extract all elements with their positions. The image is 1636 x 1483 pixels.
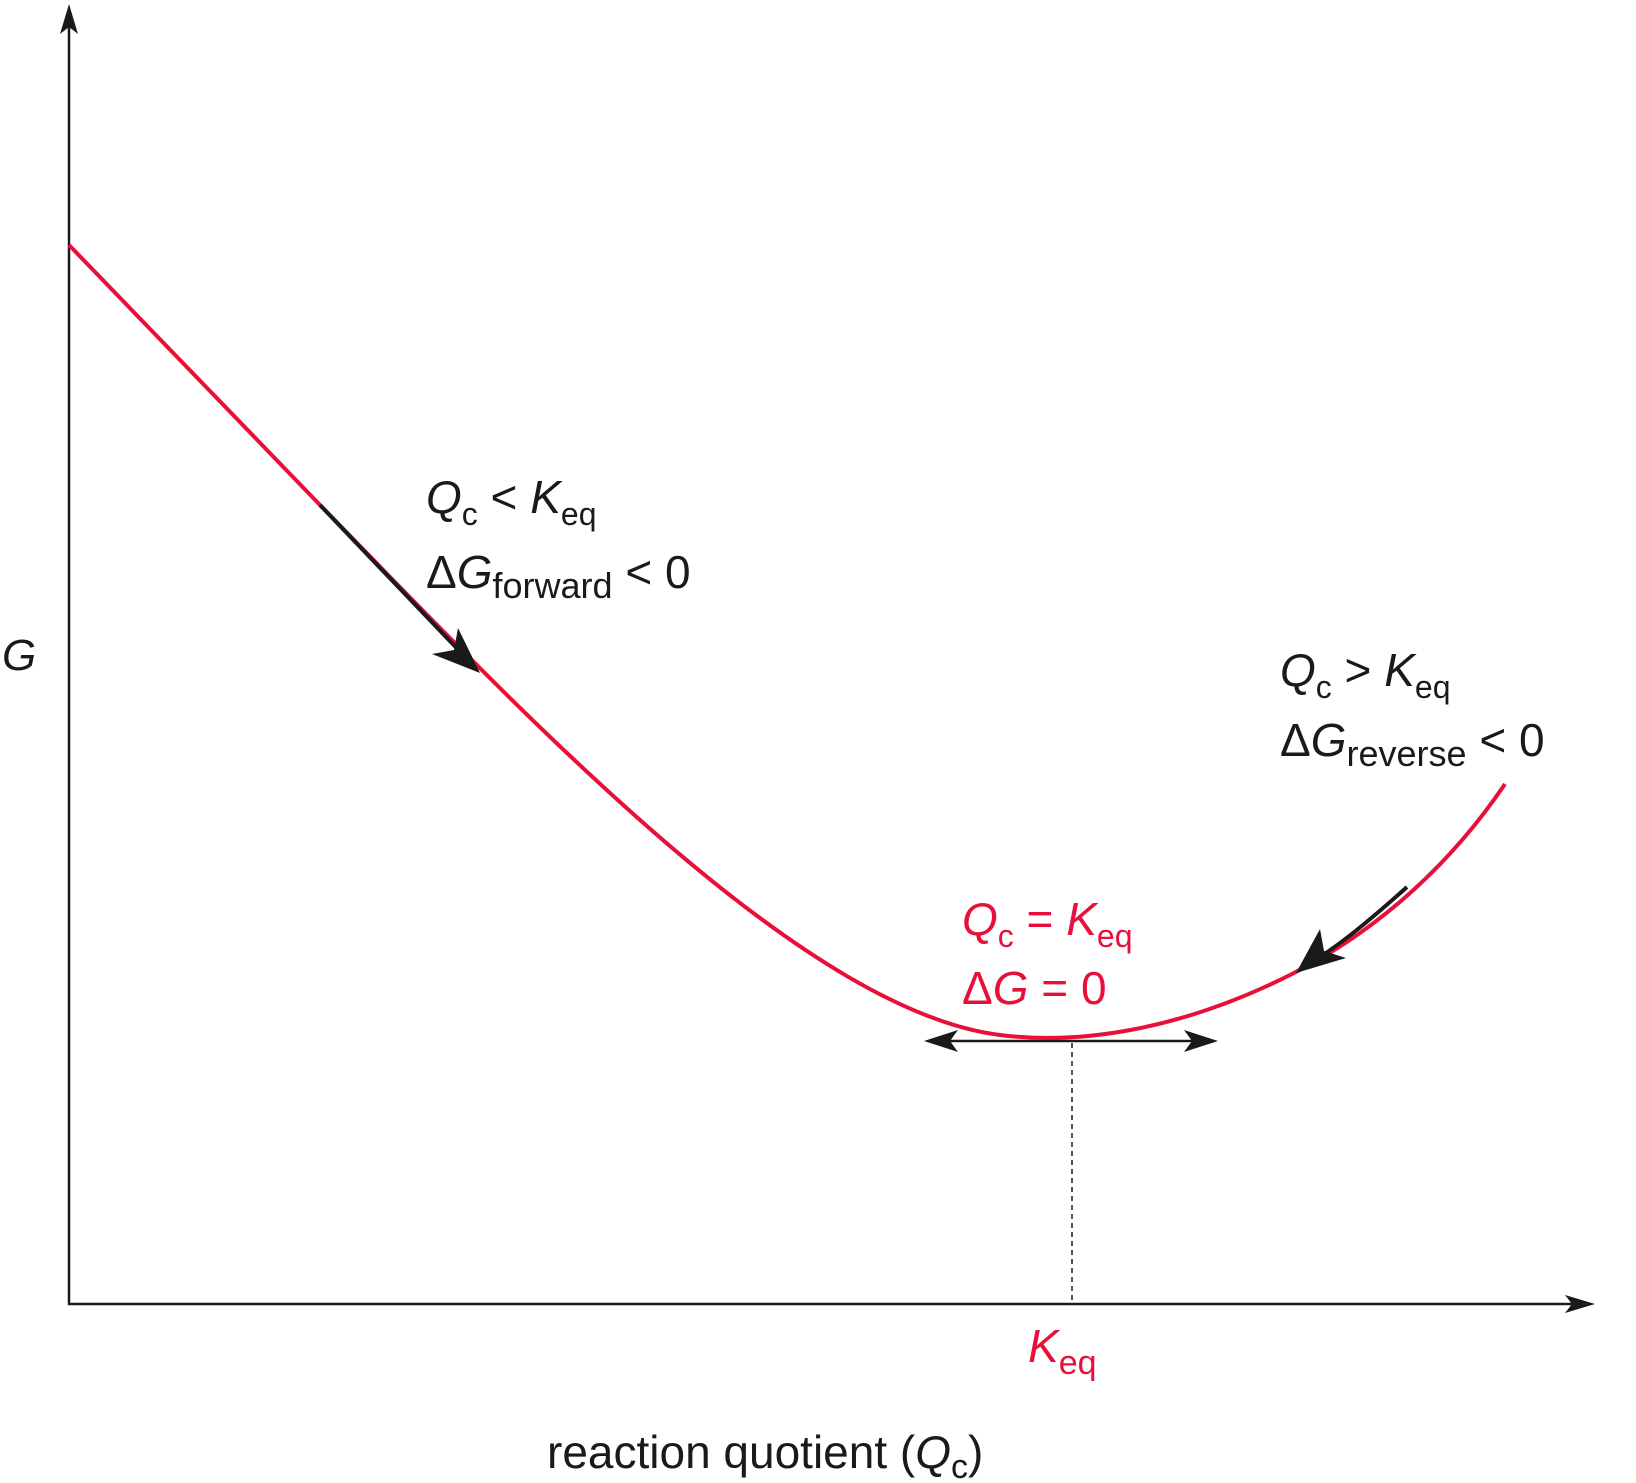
equilibrium-arrowhead-left — [924, 1030, 958, 1052]
x-axis-label: reaction quotient (Qc) — [547, 1426, 983, 1483]
equilibrium-arrowhead-right — [1184, 1030, 1218, 1052]
x-axis-arrowhead — [1565, 1295, 1595, 1313]
reverse-arrowhead — [1296, 929, 1346, 973]
y-axis-label: G — [2, 631, 36, 680]
forward-condition-line1: Qc < Keq — [426, 471, 597, 532]
forward-arrowhead — [432, 628, 480, 673]
equilibrium-condition-line2: ΔG = 0 — [962, 962, 1107, 1014]
reverse-condition-line1: Qc > Keq — [1280, 644, 1451, 705]
forward-arrow-line — [318, 503, 470, 662]
reverse-arrow-line — [1310, 885, 1409, 964]
reverse-condition-line2: ΔGreverse < 0 — [1280, 714, 1545, 774]
y-axis-arrowhead — [60, 4, 78, 34]
gibbs-energy-curve — [67, 243, 1507, 1040]
equilibrium-condition-line1: Qc = Keq — [962, 893, 1133, 954]
keq-tick-label: Keq — [1028, 1320, 1097, 1382]
forward-condition-line2: ΔGforward < 0 — [426, 546, 691, 606]
